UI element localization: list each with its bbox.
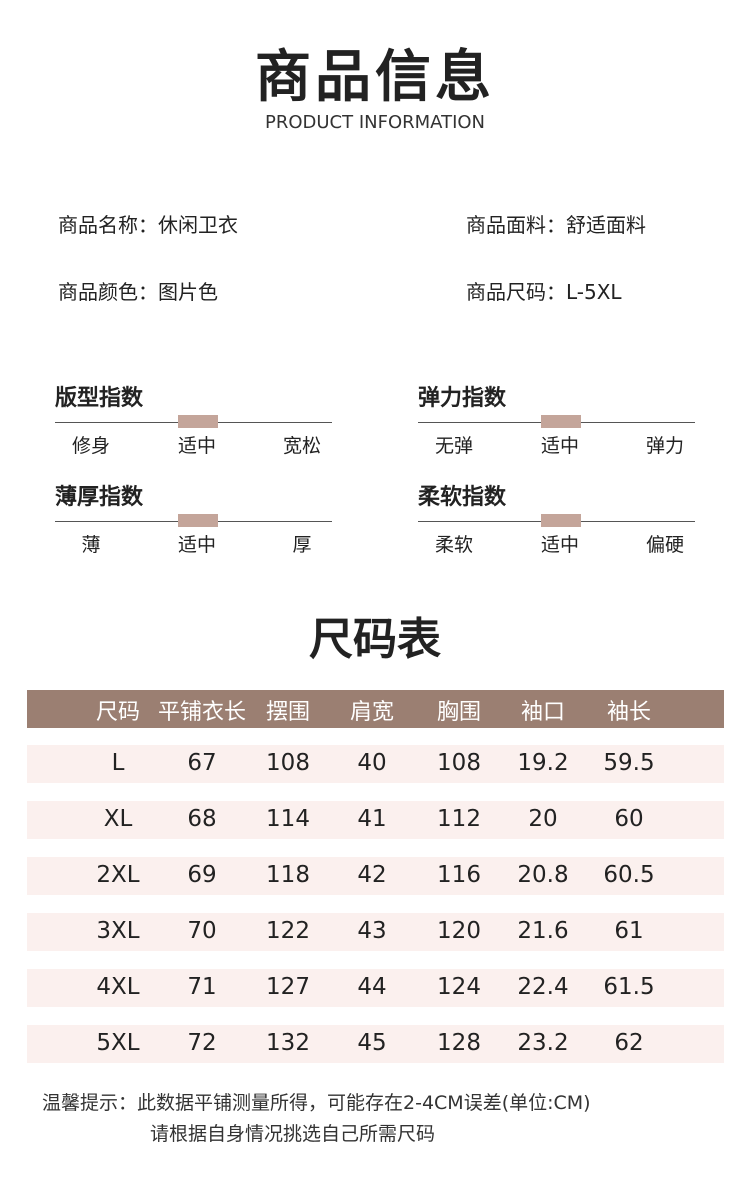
table-row-bg: [27, 913, 724, 951]
info: 商品名称：休闲卫衣: [58, 213, 238, 237]
table-cell: 120: [437, 918, 481, 944]
table-cell: 23.2: [517, 1030, 569, 1056]
table-cell: 2XL: [96, 862, 140, 888]
table-cell: 60: [614, 806, 644, 832]
table-header-cell: 摆围: [265, 700, 311, 725]
table-cell: 60.5: [603, 862, 655, 888]
table-cell: 45: [357, 1030, 387, 1056]
table-cell: 19.2: [517, 750, 569, 776]
table-cell: 71: [187, 974, 217, 1000]
index-marker: [178, 415, 218, 428]
index-title: 薄厚指数: [55, 485, 144, 510]
table-cell: 21.6: [517, 918, 569, 944]
index-marker: [541, 415, 581, 428]
table-cell: 127: [266, 974, 310, 1000]
table-cell: 40: [357, 750, 387, 776]
table-cell: 3XL: [96, 918, 140, 944]
table-row-bg: [27, 969, 724, 1007]
table-cell: 118: [266, 862, 310, 888]
table-cell: 5XL: [96, 1030, 140, 1056]
table-cell: 43: [357, 918, 387, 944]
index-marker: [178, 514, 218, 527]
table-cell: 128: [437, 1030, 481, 1056]
table-cell: 22.4: [517, 974, 569, 1000]
index-option: 宽松: [282, 435, 322, 457]
index-option: 适中: [540, 435, 580, 457]
note: 请根据自身情况挑选自己所需尺码: [150, 1123, 436, 1145]
table-header-cell: 袖长: [606, 700, 652, 725]
index-option: 偏硬: [645, 534, 685, 556]
table-cell: 68: [187, 806, 217, 832]
table-header-cell: 袖口: [520, 700, 566, 725]
table-header-bar: [27, 690, 724, 728]
subtitle: PRODUCT INFORMATION: [264, 112, 486, 133]
table-cell: 61: [614, 918, 644, 944]
index-title: 版型指数: [55, 386, 144, 411]
table-cell: 67: [187, 750, 217, 776]
index-option: 薄: [81, 534, 101, 556]
table-cell: 69: [187, 862, 217, 888]
table-cell: 44: [357, 974, 387, 1000]
table-header-cell: 尺码: [95, 700, 141, 725]
info: 商品尺码：L-5XL: [466, 280, 622, 304]
note: 温馨提示：此数据平铺测量所得，可能存在2-4CM误差(单位:CM): [42, 1092, 591, 1114]
index-title: 柔软指数: [418, 485, 507, 510]
table-cell: 59.5: [603, 750, 655, 776]
table-row-bg: [27, 801, 724, 839]
index-option: 适中: [177, 435, 217, 457]
table-title: 尺码表: [309, 614, 441, 665]
info: 商品颜色：图片色: [58, 280, 218, 304]
table-header-cell: 胸围: [436, 700, 482, 725]
table-header-cell: 肩宽: [349, 700, 395, 725]
table-cell: 61.5: [603, 974, 655, 1000]
table-row-bg: [27, 1025, 724, 1063]
table-cell: 124: [437, 974, 481, 1000]
table-cell: 70: [187, 918, 217, 944]
table-cell: 20: [528, 806, 558, 832]
index-option: 厚: [292, 534, 312, 556]
table-cell: 72: [187, 1030, 217, 1056]
title: 商品信息: [255, 45, 495, 110]
index-option: 适中: [177, 534, 217, 556]
index-option: 适中: [540, 534, 580, 556]
table-header-cell: 平铺衣长: [157, 700, 247, 725]
table-cell: 112: [437, 806, 481, 832]
table-cell: 116: [437, 862, 481, 888]
index-title: 弹力指数: [418, 386, 507, 411]
table-cell: 122: [266, 918, 310, 944]
table-cell: XL: [103, 806, 133, 832]
table-cell: 132: [266, 1030, 310, 1056]
table-cell: L: [111, 750, 125, 776]
index-option: 柔软: [434, 534, 474, 556]
index-option: 修身: [71, 435, 111, 457]
table-cell: 108: [266, 750, 310, 776]
table-cell: 42: [357, 862, 387, 888]
table-cell: 108: [437, 750, 481, 776]
table-cell: 114: [266, 806, 310, 832]
table-cell: 41: [357, 806, 387, 832]
index-option: 无弹: [434, 435, 474, 457]
table-cell: 4XL: [96, 974, 140, 1000]
index-option: 弹力: [645, 435, 685, 457]
info: 商品面料：舒适面料: [466, 213, 646, 237]
table-row-bg: [27, 857, 724, 895]
table-cell: 20.8: [517, 862, 569, 888]
index-marker: [541, 514, 581, 527]
table-cell: 62: [614, 1030, 644, 1056]
table-row-bg: [27, 745, 724, 783]
